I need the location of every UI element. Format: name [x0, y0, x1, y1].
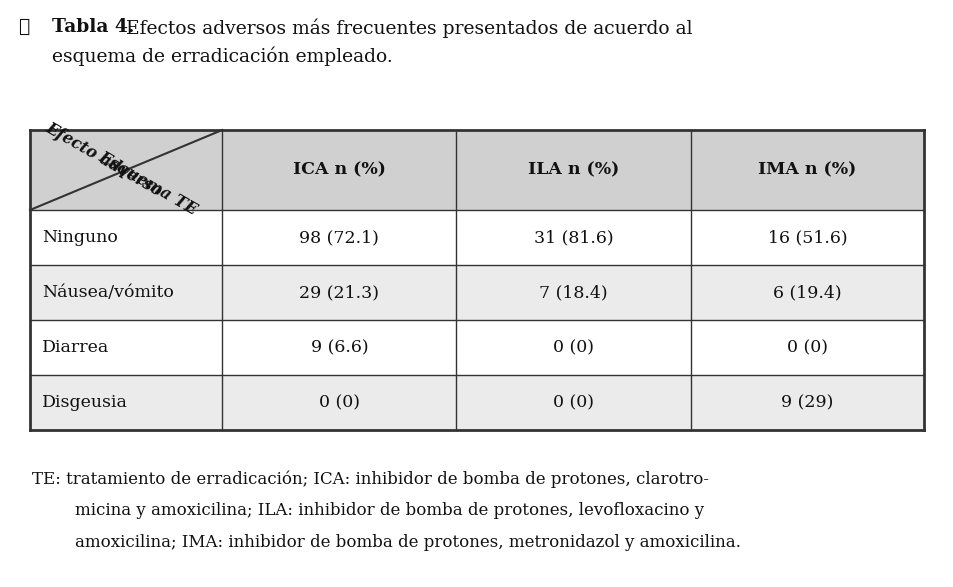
Bar — [30, 265, 222, 320]
Text: 0 (0): 0 (0) — [786, 339, 827, 356]
Bar — [30, 210, 222, 265]
Bar — [456, 375, 690, 430]
Bar — [222, 320, 456, 375]
Text: 9 (6.6): 9 (6.6) — [310, 339, 368, 356]
Text: 6 (19.4): 6 (19.4) — [772, 284, 841, 301]
Text: ICA n (%): ICA n (%) — [293, 161, 385, 178]
Text: Náusea/vómito: Náusea/vómito — [42, 284, 173, 301]
Text: Disgeusia: Disgeusia — [42, 394, 128, 411]
Bar — [222, 375, 456, 430]
Text: Efectos adversos más frecuentes presentados de acuerdo al: Efectos adversos más frecuentes presenta… — [120, 18, 692, 38]
Text: Efecto adverso: Efecto adverso — [43, 120, 165, 200]
Bar — [222, 265, 456, 320]
Text: 31 (81.6): 31 (81.6) — [533, 229, 613, 246]
Bar — [690, 265, 923, 320]
Text: 29 (21.3): 29 (21.3) — [299, 284, 379, 301]
Text: TE: tratamiento de erradicación; ICA: inhibidor de bomba de protones, clarotro-: TE: tratamiento de erradicación; ICA: in… — [32, 470, 708, 487]
Bar — [456, 210, 690, 265]
Bar — [456, 130, 690, 210]
Text: 0 (0): 0 (0) — [553, 339, 594, 356]
Text: esquema de erradicación empleado.: esquema de erradicación empleado. — [52, 46, 393, 66]
Bar — [690, 130, 923, 210]
Bar — [222, 130, 456, 210]
Bar — [456, 320, 690, 375]
Text: 16 (51.6): 16 (51.6) — [767, 229, 846, 246]
Bar — [30, 320, 222, 375]
Bar — [690, 320, 923, 375]
Text: 0 (0): 0 (0) — [318, 394, 359, 411]
Text: 7 (18.4): 7 (18.4) — [538, 284, 607, 301]
Text: amoxicilina; IMA: inhibidor de bomba de protones, metronidazol y amoxicilina.: amoxicilina; IMA: inhibidor de bomba de … — [75, 534, 740, 551]
Bar — [456, 265, 690, 320]
Text: Esquema TE: Esquema TE — [95, 148, 200, 218]
Bar — [690, 375, 923, 430]
Text: Ninguno: Ninguno — [42, 229, 118, 246]
Bar — [30, 375, 222, 430]
Text: micina y amoxicilina; ILA: inhibidor de bomba de protones, levofloxacino y: micina y amoxicilina; ILA: inhibidor de … — [75, 502, 703, 519]
Bar — [30, 130, 222, 210]
Text: ❯: ❯ — [18, 18, 30, 36]
Text: 98 (72.1): 98 (72.1) — [299, 229, 379, 246]
Bar — [222, 210, 456, 265]
Text: Diarrea: Diarrea — [42, 339, 110, 356]
Text: 9 (29): 9 (29) — [781, 394, 833, 411]
Text: 0 (0): 0 (0) — [553, 394, 594, 411]
Bar — [690, 210, 923, 265]
Text: IMA n (%): IMA n (%) — [758, 161, 856, 178]
Text: Tabla 4.: Tabla 4. — [52, 18, 134, 36]
Text: ILA n (%): ILA n (%) — [527, 161, 618, 178]
